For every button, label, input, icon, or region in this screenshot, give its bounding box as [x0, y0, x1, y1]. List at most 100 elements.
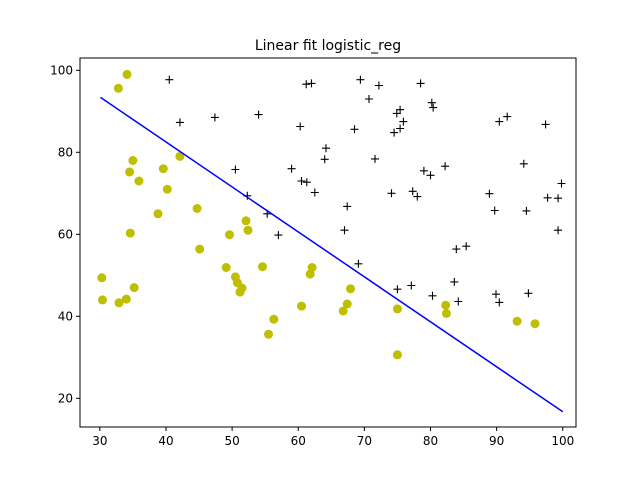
- scatter-point-plus: [503, 112, 512, 121]
- scatter-point-plus: [441, 162, 450, 171]
- scatter-point-plus: [396, 124, 405, 133]
- scatter-point-plus: [450, 277, 459, 286]
- scatter-point-plus: [413, 192, 422, 201]
- scatter-point-plus: [428, 291, 437, 300]
- scatter-point-circle: [225, 230, 234, 240]
- y-tick-label: 100: [50, 63, 73, 77]
- scatter-point-circle: [441, 300, 451, 310]
- y-tick-label: 40: [58, 309, 73, 323]
- scatter-point-plus: [274, 231, 283, 240]
- x-tick-label: 100: [551, 434, 574, 448]
- scatter-point-circle: [241, 216, 251, 226]
- y-tick-label: 20: [58, 391, 73, 405]
- scatter-point-circle: [307, 263, 317, 272]
- scatter-point-circle: [175, 151, 185, 161]
- scatter-point-plus: [310, 188, 319, 197]
- scatter-point-circle: [441, 308, 451, 318]
- scatter-point-circle: [192, 204, 202, 213]
- scatter-point-plus: [393, 285, 402, 294]
- scatter-point-circle: [122, 69, 132, 79]
- scatter-point-plus: [302, 178, 311, 187]
- scatter-point-plus: [322, 144, 330, 153]
- scatter-point-circle: [243, 225, 253, 235]
- scatter-point-plus: [392, 109, 401, 118]
- y-tick-label: 60: [58, 227, 73, 241]
- scatter-point-plus: [356, 75, 365, 84]
- scatter-point-plus: [557, 179, 566, 188]
- plot-layer: [97, 69, 566, 413]
- scatter-point-plus: [524, 289, 533, 298]
- scatter-point-circle: [221, 263, 231, 272]
- scatter-point-circle: [162, 184, 172, 194]
- scatter-point-circle: [134, 176, 144, 186]
- scatter-point-circle: [297, 301, 306, 311]
- scatter-point-plus: [427, 98, 436, 107]
- scatter-point-plus: [399, 117, 408, 126]
- scatter-point-plus: [495, 117, 504, 126]
- scatter-point-circle: [346, 284, 355, 294]
- scatter-point-plus: [454, 297, 463, 306]
- scatter-point-circle: [97, 273, 107, 283]
- scatter-point-circle: [338, 306, 348, 316]
- scatter-point-circle: [258, 262, 267, 272]
- scatter-point-plus: [519, 159, 528, 168]
- x-tick-label: 90: [489, 434, 504, 448]
- scatter-point-plus: [343, 202, 352, 211]
- scatter-point-circle: [129, 283, 139, 293]
- scatter-point-plus: [419, 166, 428, 175]
- scatter-point-plus: [374, 81, 383, 90]
- scatter-point-circle: [113, 83, 123, 93]
- scatter-point-plus: [254, 110, 263, 119]
- fit-line: [100, 96, 564, 413]
- scatter-point-circle: [530, 319, 540, 329]
- y-axis: 20 40 60 80 100: [50, 63, 80, 405]
- scatter-point-circle: [512, 316, 522, 326]
- scatter-point-circle: [158, 164, 168, 174]
- scatter-point-plus: [396, 105, 405, 114]
- scatter-point-plus: [175, 118, 184, 127]
- scatter-point-plus: [350, 125, 359, 134]
- scatter-point-plus: [554, 194, 563, 203]
- scatter-point-plus: [485, 189, 494, 198]
- scatter-point-plus: [320, 155, 329, 164]
- scatter-point-plus: [302, 80, 311, 89]
- scatter-point-plus: [371, 154, 379, 163]
- scatter-point-plus: [541, 120, 550, 129]
- plot-frame: [79, 57, 577, 428]
- scatter-point-circle: [125, 167, 135, 177]
- y-tick-label: 80: [58, 145, 73, 159]
- scatter-point-plus: [492, 290, 500, 299]
- scatter-point-plus: [495, 298, 504, 307]
- scatter-point-plus: [452, 245, 461, 254]
- x-tick-label: 60: [291, 434, 306, 448]
- scatter-point-plus: [429, 103, 438, 112]
- scatter-point-plus: [297, 177, 306, 185]
- scatter-point-circle: [392, 350, 402, 360]
- scatter-point-plus: [210, 113, 219, 122]
- x-tick-label: 70: [357, 434, 372, 448]
- scatter-point-plus: [354, 259, 363, 268]
- x-tick-label: 40: [158, 434, 173, 448]
- scatter-point-plus: [387, 189, 396, 198]
- scatter-point-plus: [287, 164, 296, 173]
- scatter-point-plus: [554, 226, 563, 235]
- scatter-point-plus: [340, 226, 349, 235]
- x-tick-label: 30: [92, 434, 107, 448]
- scatter-point-circle: [98, 295, 107, 305]
- scatter-point-plus: [543, 193, 552, 202]
- scatter-point-circle: [392, 304, 402, 314]
- scatter-point-plus: [296, 122, 305, 131]
- scatter-point-circle: [128, 156, 138, 165]
- scatter-point-circle: [125, 228, 135, 238]
- scatter-point-plus: [390, 128, 399, 137]
- scatter-point-plus: [165, 75, 174, 84]
- scatter-point-plus: [407, 281, 416, 290]
- x-axis: 30 40 50 60 70 80 90 100: [92, 427, 574, 448]
- scatter-point-plus: [416, 79, 425, 88]
- x-tick-label: 80: [423, 434, 438, 448]
- scatter-point-plus: [522, 206, 531, 215]
- scatter-point-circle: [195, 244, 205, 254]
- scatter-point-circle: [114, 298, 124, 308]
